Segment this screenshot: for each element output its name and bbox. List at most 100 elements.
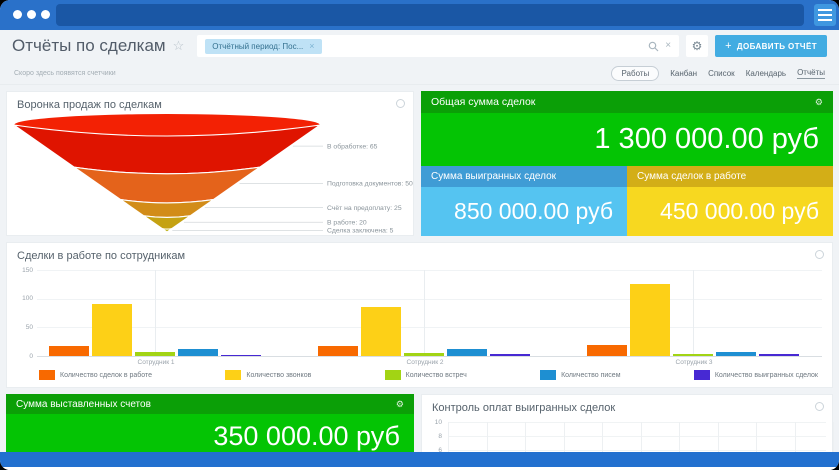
gridline <box>37 298 822 300</box>
bar-chart-legend: Количество сделок в работе Количество зво… <box>39 370 818 380</box>
legend-label: Количество встреч <box>405 371 467 379</box>
kpi-sub-panels: Сумма выигранных сделок 850 000.00 руб С… <box>421 166 833 236</box>
tab-otchety[interactable]: Отчёты <box>797 67 825 79</box>
chip-close-icon[interactable]: × <box>309 40 315 51</box>
legend-item: Количество сделок в работе <box>39 370 152 380</box>
funnel-stage-label: Сделка заключена: 5 <box>327 228 394 235</box>
deal-totals-widget: Общая сумма сделок ⚙ 1 300 000.00 руб Су… <box>421 91 833 236</box>
y-axis-tick-label: 100 <box>22 295 33 303</box>
gridline <box>679 422 680 452</box>
widget-settings-icon[interactable]: ⚙ <box>395 398 404 409</box>
bar <box>716 352 756 356</box>
tab-kanban[interactable]: Канбан <box>670 68 698 78</box>
legend-label: Количество выигранных сделок <box>714 371 818 379</box>
gridline <box>448 422 449 452</box>
bar <box>361 307 401 356</box>
search-icon[interactable] <box>648 41 659 52</box>
legend-swatch <box>540 370 557 380</box>
page-header: Отчёты по сделкам ☆ Отчётный период: Пос… <box>0 30 839 62</box>
row-1: Воронка продаж по сделкам В обработке: 6… <box>6 91 833 236</box>
kpi-inwork-header: Сумма сделок в работе <box>627 166 833 187</box>
bar-group <box>49 304 263 356</box>
gridline <box>155 270 156 356</box>
widget-settings-icon[interactable] <box>815 250 824 259</box>
widget-settings-icon[interactable] <box>815 402 824 411</box>
window-dot-icon[interactable] <box>27 10 36 19</box>
add-report-label: ДОБАВИТЬ ОТЧЁТ <box>736 41 817 51</box>
kpi-won-amount: 850 000.00 руб <box>454 198 613 224</box>
filter-chip[interactable]: Отчётный период: Пос... × <box>205 38 322 54</box>
invoices-label: Сумма выставленных счетов <box>16 398 151 410</box>
funnel-stage <box>162 228 172 233</box>
kpi-won-header: Сумма выигранных сделок <box>421 166 627 187</box>
gridline <box>486 422 488 452</box>
bar <box>587 344 627 356</box>
bar <box>221 354 261 356</box>
filter-chip-label: Отчётный период: Пос... <box>212 41 304 51</box>
bar <box>673 354 713 356</box>
invoices-widget: Сумма выставленных счетов ⚙ 350 000.00 р… <box>6 394 414 452</box>
kpi-total-header: Общая сумма сделок ⚙ <box>421 91 833 113</box>
subheader: Скоро здесь появятся счетчики Работы Кан… <box>0 62 839 85</box>
address-bar[interactable] <box>56 4 804 26</box>
page-title: Отчёты по сделкам <box>12 36 166 55</box>
kpi-inwork-panel: Сумма сделок в работе 450 000.00 руб <box>627 166 833 236</box>
plus-icon: + <box>725 40 732 52</box>
settings-gear-button[interactable]: ⚙ <box>686 35 709 57</box>
hamburger-menu-icon[interactable] <box>814 4 836 26</box>
window-dot-icon[interactable] <box>13 10 22 19</box>
legend-label: Количество звонков <box>246 371 312 379</box>
bottom-strip <box>0 467 839 470</box>
funnel-stage-label: Счёт на предоплату: 25 <box>327 205 402 212</box>
counters-note: Скоро здесь появятся счетчики <box>14 69 116 77</box>
gridline <box>37 327 822 329</box>
invoices-amount: 350 000.00 руб <box>213 421 400 451</box>
tab-spisok[interactable]: Список <box>708 68 735 78</box>
gridline <box>448 436 826 437</box>
kpi-total-label: Общая сумма сделок <box>431 96 536 108</box>
funnel-top-rim <box>14 114 320 136</box>
bar <box>92 304 132 356</box>
bar <box>447 348 487 356</box>
bar-chart-plot: Сотрудник 1 Сотрудник 2 Сотрудник 3 <box>37 270 822 366</box>
bar <box>49 345 89 356</box>
tab-kalendar[interactable]: Календарь <box>745 68 787 78</box>
filter-search-bar[interactable]: Отчётный период: Пос... × × <box>197 35 680 57</box>
bar <box>404 352 444 356</box>
funnel-stage-label: В работе: 20 <box>327 218 367 226</box>
category-label: Сотрудник 3 <box>675 359 713 366</box>
kpi-won-panel: Сумма выигранных сделок 850 000.00 руб <box>421 166 627 236</box>
clear-filter-icon[interactable]: × <box>665 40 672 51</box>
favorite-star-icon[interactable]: ☆ <box>172 38 185 53</box>
gridline <box>448 450 826 451</box>
gridline <box>563 422 565 452</box>
invoices-amount-panel: 350 000.00 руб <box>6 414 414 452</box>
widget-settings-icon[interactable] <box>396 99 405 108</box>
y-axis-tick-label: 6 <box>438 447 442 452</box>
category-label: Сотрудник 2 <box>406 359 444 366</box>
widget-settings-icon[interactable]: ⚙ <box>814 96 823 107</box>
payments-control-widget: Контроль оплат выигранных сделок 10 8 6 <box>421 394 834 452</box>
row-2: Сделки в работе по сотрудникам Сотрудник… <box>6 242 833 388</box>
funnel-title: Воронка продаж по сделкам <box>17 99 162 111</box>
tab-raboty[interactable]: Работы <box>611 65 660 81</box>
add-report-button[interactable]: + ДОБАВИТЬ ОТЧЁТ <box>715 35 827 57</box>
gridline <box>794 422 796 452</box>
gridline <box>833 422 834 452</box>
gridline <box>640 422 642 452</box>
y-axis-tick-label: 150 <box>22 266 33 274</box>
bar-group <box>318 307 532 356</box>
kpi-inwork-amount: 450 000.00 руб <box>660 198 819 224</box>
legend-swatch <box>693 370 710 380</box>
gridline <box>448 422 826 423</box>
invoices-header: Сумма выставленных счетов ⚙ <box>6 394 414 414</box>
kpi-inwork-amount-panel: 450 000.00 руб <box>627 187 833 236</box>
legend-item: Количество выигранных сделок <box>693 370 818 380</box>
gridline <box>717 422 719 452</box>
funnel-widget: Воронка продаж по сделкам В обработке: 6… <box>6 91 414 236</box>
bar <box>135 352 175 356</box>
window-dot-icon[interactable] <box>41 10 50 19</box>
kpi-inwork-label: Сумма сделок в работе <box>637 171 747 182</box>
payments-control-title: Контроль оплат выигранных сделок <box>432 402 616 414</box>
gridline <box>37 270 822 271</box>
